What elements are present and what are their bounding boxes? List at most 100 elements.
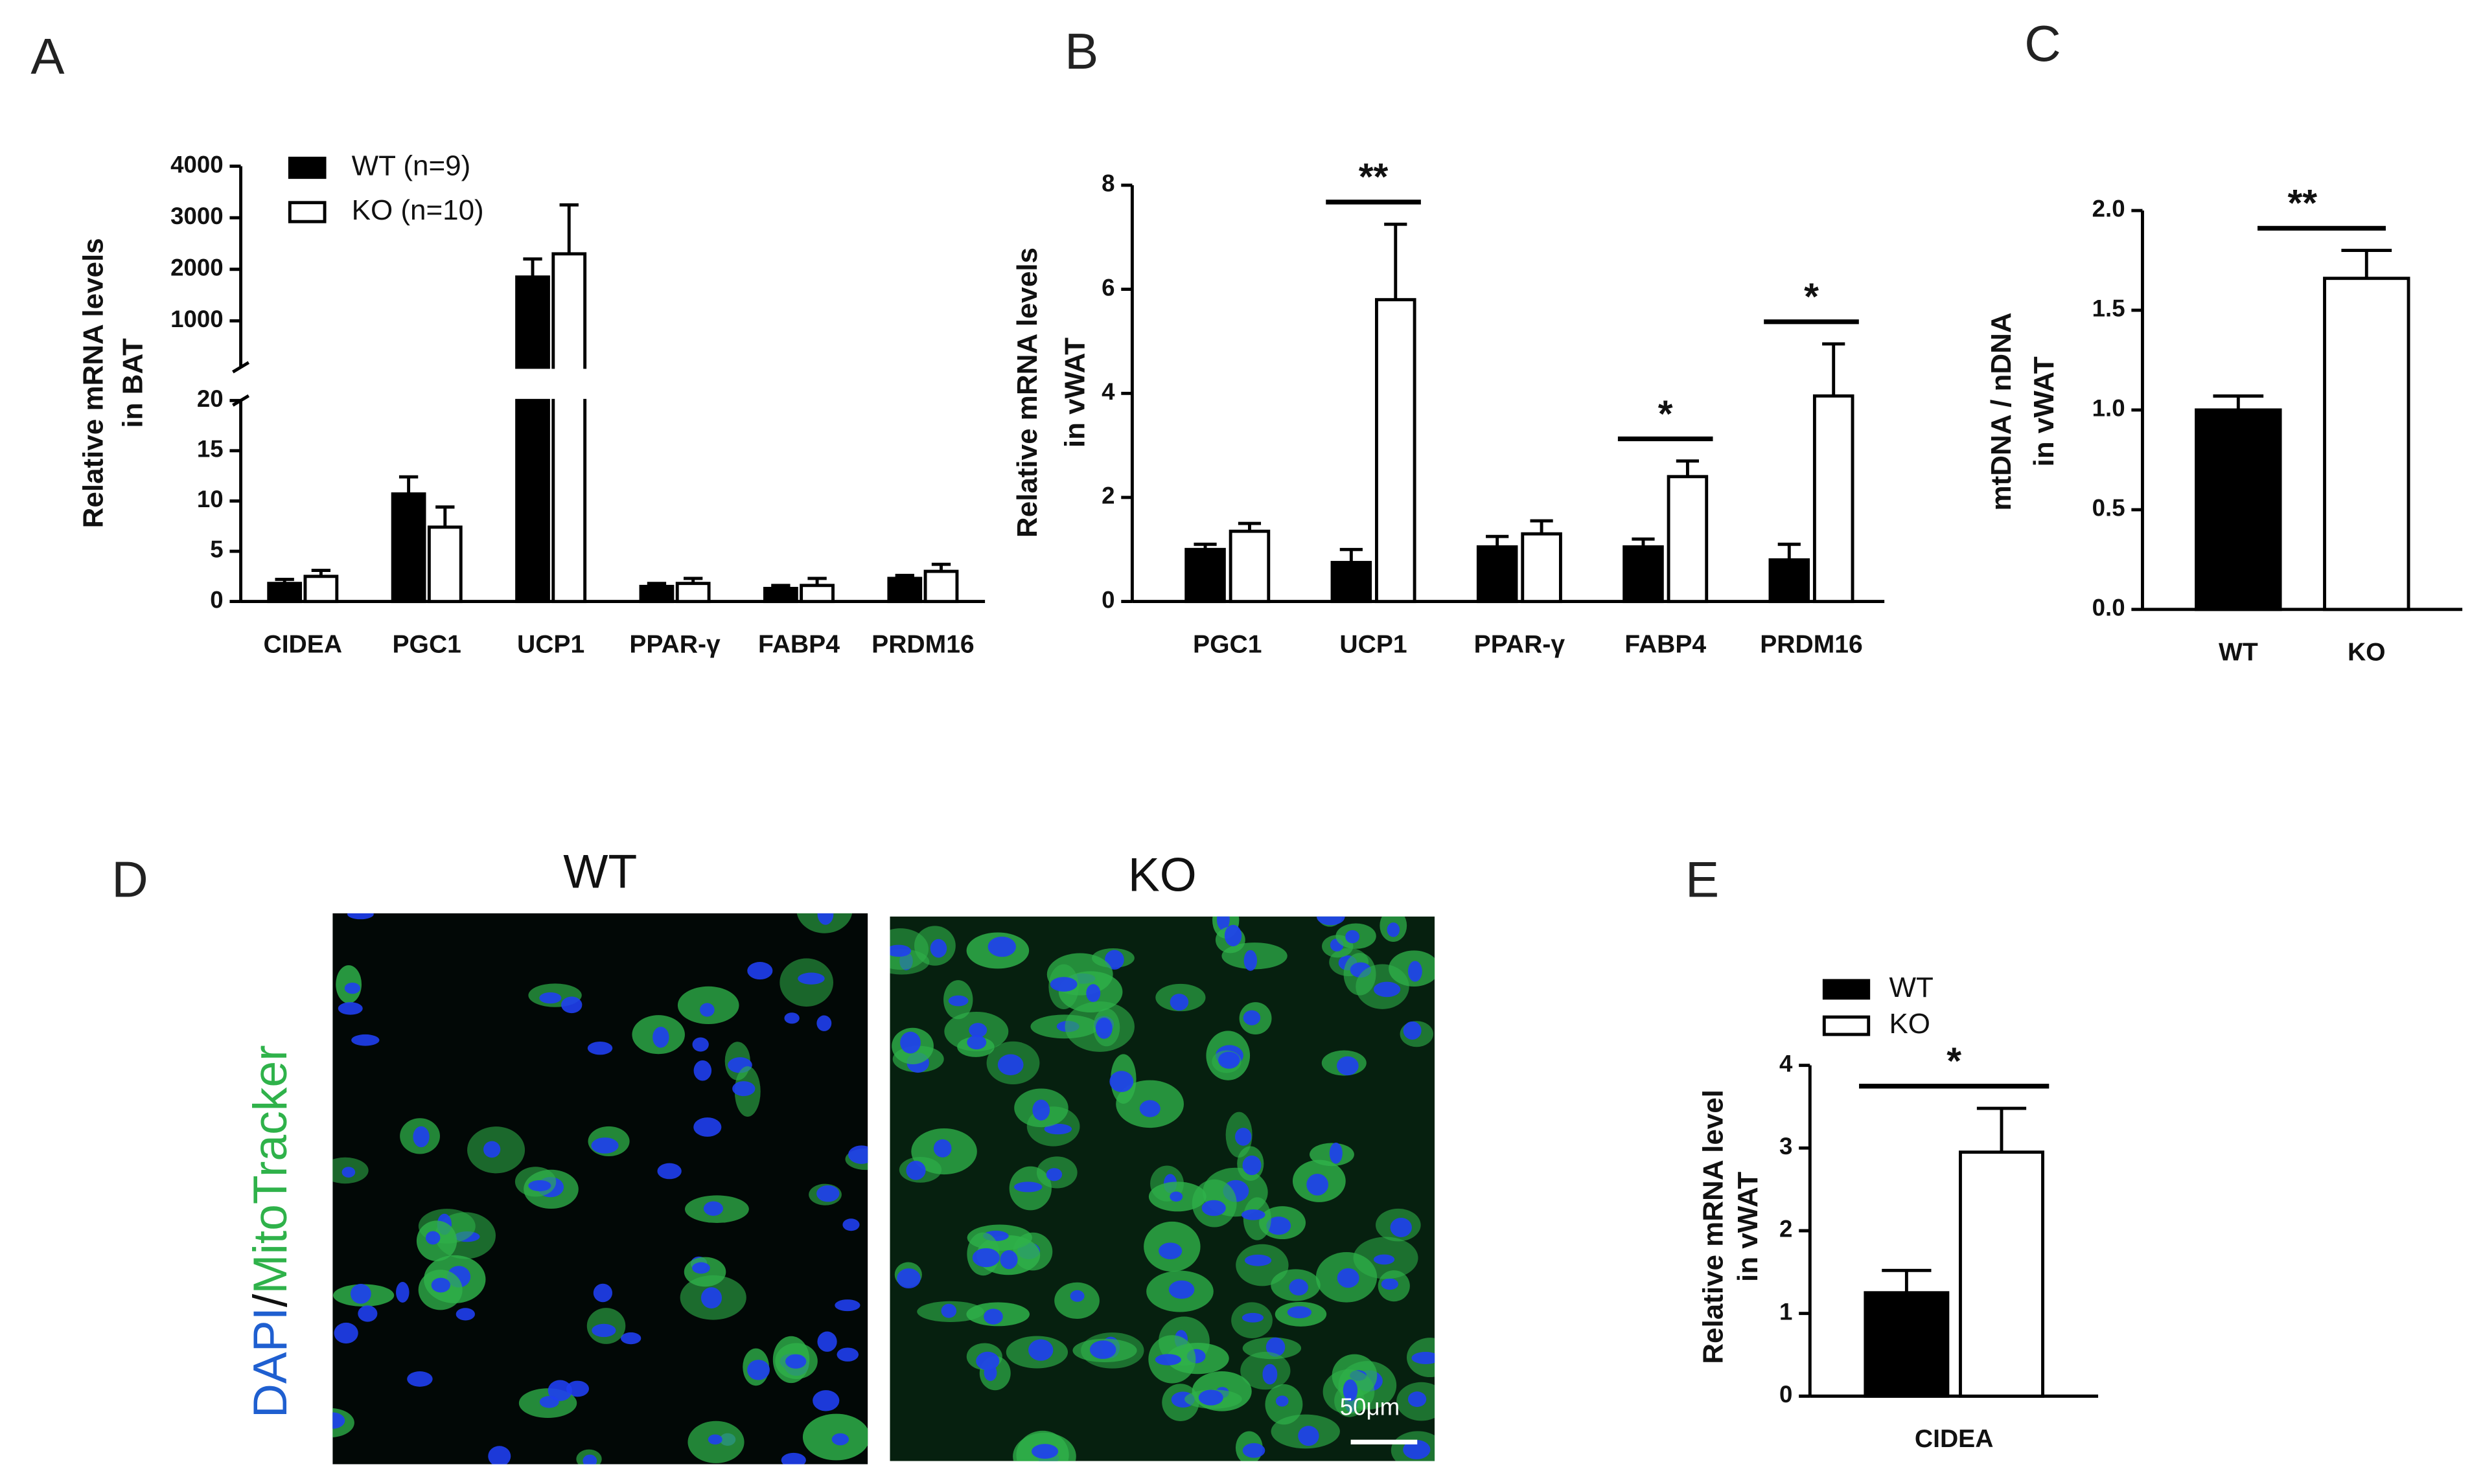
chart-panel: C 0.0 0.5 1.0 1.5 2.0 mtDNA / nDNA in vWAT WT KO *… bbox=[1985, 15, 2463, 667]
nucleus bbox=[837, 1347, 859, 1362]
nucleus bbox=[813, 1390, 840, 1411]
nucleus bbox=[816, 1185, 840, 1202]
nucleus bbox=[1275, 1395, 1289, 1407]
nucleus bbox=[1234, 1128, 1252, 1146]
bar bbox=[800, 584, 835, 604]
bar-break-gap bbox=[549, 369, 588, 399]
nucleus bbox=[1028, 1339, 1054, 1361]
nucleus bbox=[1345, 930, 1360, 944]
legend-label: KO bbox=[1889, 1008, 1930, 1040]
bar bbox=[1768, 558, 1810, 604]
nucleus bbox=[431, 1277, 450, 1293]
nucleus bbox=[1013, 1181, 1043, 1193]
nucleus bbox=[732, 1081, 756, 1097]
nucleus bbox=[548, 1380, 572, 1401]
nucleus bbox=[413, 1126, 430, 1148]
nucleus bbox=[1337, 1268, 1359, 1288]
nucleus bbox=[906, 1161, 926, 1180]
nucleus bbox=[1242, 1155, 1262, 1176]
nucleus bbox=[967, 1035, 987, 1050]
nucleus bbox=[798, 972, 825, 985]
bar bbox=[1521, 532, 1562, 604]
nucleus bbox=[1403, 1021, 1422, 1040]
nucleus bbox=[351, 1034, 380, 1046]
y-tick-label: 4 bbox=[1102, 378, 1115, 405]
nucleus bbox=[350, 1284, 371, 1304]
nucleus bbox=[653, 1027, 669, 1048]
nucleus bbox=[566, 1380, 589, 1397]
legend-label: WT bbox=[1889, 972, 1933, 1003]
nucleus bbox=[358, 1305, 378, 1322]
y-axis-label: Relative mRNA levels bbox=[1011, 247, 1043, 538]
x-tick-label: CIDEA bbox=[1915, 1425, 1994, 1453]
bar bbox=[1812, 394, 1854, 604]
image-ylabel-part: MitoTracker bbox=[244, 1045, 297, 1294]
nucleus bbox=[897, 1268, 921, 1289]
significance-label: ** bbox=[1359, 156, 1389, 198]
nucleus bbox=[831, 1433, 849, 1446]
nucleus bbox=[747, 1360, 770, 1380]
nucleus bbox=[1044, 1123, 1072, 1135]
nucleus bbox=[1216, 916, 1230, 931]
nucleus bbox=[1298, 1426, 1319, 1446]
nucleus bbox=[842, 1218, 860, 1231]
bar bbox=[763, 587, 798, 604]
x-tick-label: FABP4 bbox=[1624, 630, 1706, 658]
nucleus bbox=[425, 1231, 441, 1245]
nucleus bbox=[1242, 1443, 1265, 1458]
significance-label: * bbox=[1658, 393, 1673, 435]
nucleus bbox=[657, 1163, 682, 1180]
nucleus bbox=[1329, 1143, 1343, 1164]
nucleus bbox=[930, 939, 947, 958]
nucleus bbox=[1159, 1242, 1183, 1260]
y-tick-label: 8 bbox=[1102, 170, 1114, 197]
x-tick-label: FABP4 bbox=[758, 630, 840, 658]
nucleus bbox=[1411, 1351, 1435, 1364]
nucleus bbox=[1381, 1278, 1398, 1290]
bar bbox=[1476, 545, 1518, 604]
image-title: KO bbox=[1128, 849, 1197, 902]
chart-panel: B 0 2 4 6 8 Relative mRNA levels in vWAT PGC1 UCP… bbox=[1011, 23, 1885, 658]
bar bbox=[639, 584, 675, 604]
panel-letter: D bbox=[111, 850, 148, 908]
y-tick-label: 4000 bbox=[170, 151, 224, 177]
nucleus bbox=[1032, 1099, 1050, 1121]
nucleus bbox=[1289, 1279, 1308, 1296]
y-tick-label: 3 bbox=[1779, 1133, 1792, 1159]
nucleus bbox=[781, 1452, 806, 1465]
nucleus bbox=[890, 944, 912, 957]
bar bbox=[1375, 298, 1416, 604]
y-tick-label: 3000 bbox=[170, 203, 224, 229]
nucleus bbox=[341, 1167, 356, 1178]
nucleus bbox=[817, 1331, 837, 1352]
y-axis-label: in vWAT bbox=[1059, 337, 1091, 448]
y-tick-label: 0.5 bbox=[2092, 495, 2125, 521]
significance-label: * bbox=[1804, 276, 1819, 318]
y-tick-label: 1.0 bbox=[2092, 395, 2125, 422]
nucleus bbox=[693, 1060, 712, 1081]
nucleus bbox=[396, 1282, 410, 1303]
nucleus bbox=[1373, 1254, 1395, 1265]
nucleus bbox=[561, 996, 583, 1014]
scale-bar-label: 50μm bbox=[1340, 1394, 1400, 1421]
nucleus bbox=[1050, 977, 1078, 992]
nucleus bbox=[785, 1354, 807, 1369]
nucleus bbox=[784, 1012, 800, 1024]
x-tick-label: WT bbox=[2219, 639, 2258, 667]
nucleus bbox=[1241, 1209, 1265, 1220]
y-tick-label: 4 bbox=[1779, 1050, 1793, 1077]
legend-swatch bbox=[1822, 1015, 1871, 1036]
nucleus bbox=[1242, 1312, 1264, 1323]
nucleus bbox=[344, 983, 360, 994]
panel-letter: B bbox=[1065, 23, 1098, 80]
y-axis-label: Relative mRNA levels bbox=[77, 238, 109, 528]
bar bbox=[675, 582, 711, 604]
legend-label: WT (n=9) bbox=[352, 150, 471, 182]
bar bbox=[1667, 475, 1709, 604]
nucleus bbox=[984, 1308, 1003, 1325]
nucleus bbox=[1316, 916, 1345, 926]
x-tick-label: PPAR-γ bbox=[1474, 630, 1565, 658]
significance-label: ** bbox=[2287, 183, 2317, 225]
nucleus bbox=[1244, 1254, 1272, 1266]
y-tick-label: 15 bbox=[197, 436, 224, 462]
